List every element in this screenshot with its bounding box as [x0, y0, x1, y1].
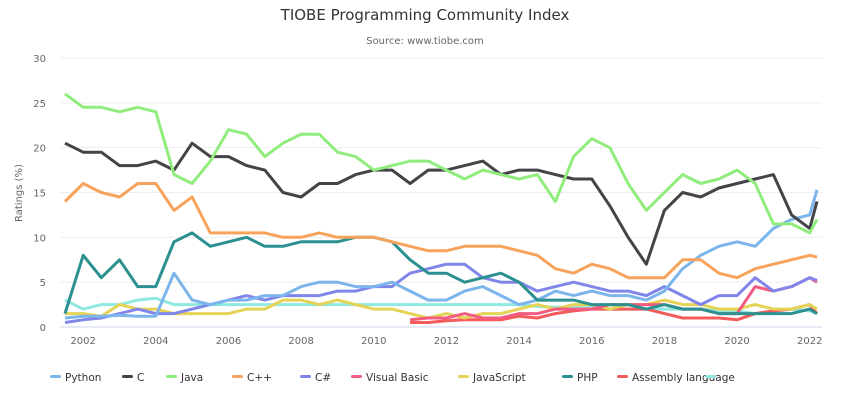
series-line-c[interactable] — [64, 141, 819, 266]
legend-swatch — [232, 375, 243, 378]
x-tick-label: 2016 — [579, 336, 604, 347]
x-tick-label: 2002 — [70, 336, 95, 347]
x-tick-label: 2014 — [506, 336, 531, 347]
series-line-cpp[interactable] — [63, 182, 818, 280]
x-tick-label: 2008 — [288, 336, 313, 347]
y-tick-label: 10 — [33, 233, 46, 244]
series-line-php[interactable] — [63, 231, 818, 316]
series-line-java[interactable] — [64, 92, 819, 235]
x-tick-label: 2004 — [143, 336, 168, 347]
x-tick-label: 2018 — [652, 336, 677, 347]
legend-label: Visual Basic — [366, 372, 429, 384]
legend-item-visual-basic[interactable]: Visual Basic — [351, 372, 429, 384]
legend-item-python[interactable]: Python — [50, 372, 101, 384]
x-tick-label: 2012 — [434, 336, 459, 347]
legend-item-assembly-language[interactable]: Assembly language — [617, 372, 735, 384]
legend-swatch — [166, 375, 177, 378]
legend-swatch — [122, 375, 133, 378]
legend-item-java[interactable]: Java — [166, 372, 203, 384]
x-tick-label: 2010 — [361, 336, 386, 347]
legend-swatch — [300, 375, 311, 378]
legend-swatch — [351, 375, 362, 378]
legend-label: C# — [315, 372, 331, 384]
legend-swatch — [562, 375, 573, 378]
y-tick-label: 5 — [40, 278, 46, 289]
legend-item-cpp[interactable]: C++ — [232, 372, 272, 384]
legend-swatch — [458, 375, 469, 378]
legend-swatch — [705, 375, 716, 378]
legend-item-csharp[interactable]: C# — [300, 372, 331, 384]
series-line-python[interactable] — [64, 189, 819, 320]
legend-label: Assembly language — [632, 372, 735, 384]
legend-label: Python — [65, 372, 101, 384]
x-tick-label: 2020 — [724, 336, 749, 347]
legend-item-unnamed[interactable] — [705, 375, 716, 378]
y-tick-label: 30 — [33, 54, 46, 65]
y-tick-label: 0 — [40, 323, 46, 334]
y-tick-label: 25 — [33, 99, 46, 110]
legend-swatch — [617, 375, 628, 378]
x-tick-label: 2022 — [797, 336, 822, 347]
legend-label: Java — [180, 372, 203, 384]
legend-label: C — [137, 372, 144, 384]
y-axis-label: Ratings (%) — [14, 164, 25, 222]
legend-item-javascript[interactable]: JavaScript — [458, 372, 526, 384]
series-line-csharp[interactable] — [64, 262, 818, 324]
y-tick-label: 15 — [33, 189, 46, 200]
legend-label: JavaScript — [472, 372, 526, 384]
y-tick-label: 20 — [33, 144, 46, 155]
legend-item-php[interactable]: PHP — [562, 372, 598, 384]
legend-label: PHP — [577, 372, 598, 384]
legend-swatch — [50, 375, 61, 378]
legend-label: C++ — [247, 372, 272, 384]
chart-subtitle: Source: www.tiobe.com — [366, 36, 484, 47]
x-tick-label: 2006 — [216, 336, 241, 347]
legend-item-c[interactable]: C — [122, 372, 144, 384]
chart-title: TIOBE Programming Community Index — [280, 6, 570, 24]
